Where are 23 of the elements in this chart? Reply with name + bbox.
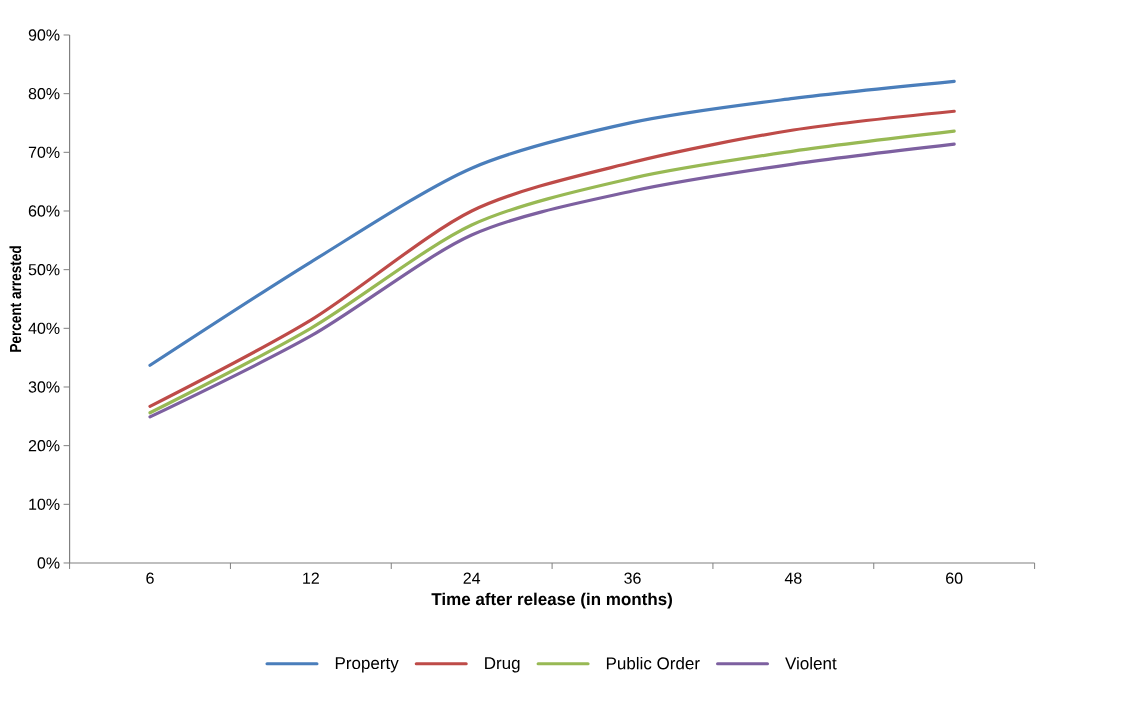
y-tick-label: 90% (28, 29, 60, 41)
y-tick-label: 80% (28, 88, 60, 100)
legend-label: Drug (485, 657, 520, 673)
x-tick-label: 36 (624, 572, 641, 584)
legend-label: Property (335, 657, 399, 673)
y-tick-label: 20% (28, 439, 60, 452)
x-tick-label: 60 (946, 572, 963, 584)
line-series (148, 79, 956, 367)
y-tick-label: 60% (28, 205, 60, 217)
y-tick-label: 40% (28, 322, 60, 334)
x-tick-label: 12 (303, 572, 319, 584)
y-tick-label: 50% (28, 263, 60, 276)
x-tick-label: 24 (463, 572, 481, 584)
y-tick-label: 10% (29, 498, 60, 510)
x-axis-title: Time after release (in months) (431, 592, 672, 609)
y-tick-label: 0% (37, 557, 60, 569)
x-tick-label: 6 (146, 572, 154, 584)
legend-label: Violent (785, 656, 837, 670)
y-axis-title: Percent arrested (9, 246, 22, 352)
y-tick-label: 70% (28, 146, 60, 158)
x-tick-label: 48 (784, 572, 802, 584)
y-tick-label: 30% (28, 381, 60, 393)
legend-label: Public Order (606, 656, 700, 670)
